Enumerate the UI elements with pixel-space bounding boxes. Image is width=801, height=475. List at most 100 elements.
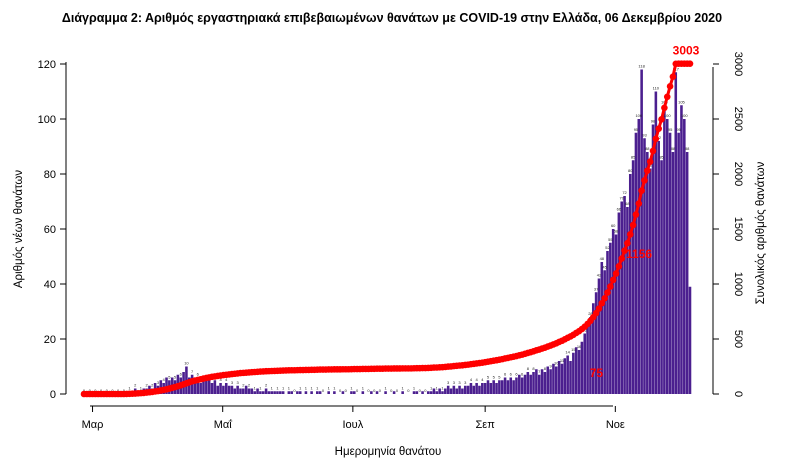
bar-value-label: 110 [653,86,660,91]
bar [250,388,254,394]
cumulative-point [604,289,611,296]
bar-value-label: 5 [493,374,496,379]
bar [566,355,569,394]
bar-value-label: 0 [322,388,325,393]
bar [688,286,692,394]
bar [333,391,336,394]
bar-value-label: 5 [487,374,490,379]
bar [216,385,219,394]
bar-value-label: 70 [619,196,624,201]
bar [199,383,202,394]
bar [298,391,302,394]
y-tick-label: 120 [38,59,56,71]
bar-value-label: 0 [396,388,399,393]
bar-value-label: 52 [605,245,610,250]
bar [557,361,561,394]
bars-group [125,69,692,394]
bar [560,363,564,394]
bar-value-label: 5 [498,374,501,379]
bar-value-label: 1 [271,385,274,390]
bar-value-label: 0 [373,388,376,393]
bar-value-label: 88 [645,146,650,151]
bar [532,372,535,394]
bar [600,262,604,394]
cumulative-annotation: 75 [590,366,604,380]
bar-value-label: 58 [614,229,619,234]
bar-value-label: 8 [544,366,547,371]
bar [207,380,211,394]
bar-value-label: 1 [316,385,319,390]
bar [486,380,490,394]
bar-value-label: 0 [424,388,427,393]
cumulative-point [638,187,645,194]
bar [569,361,572,394]
bar-value-label: 100 [664,113,671,118]
bar [623,196,626,394]
bar [583,333,587,394]
bar-value-label: 118 [638,64,645,69]
bar [310,391,313,394]
cumulative-point [595,305,603,312]
bar [626,207,629,394]
bar-value-label: 37 [594,286,599,291]
bar [353,391,356,394]
bar-value-label: 0 [390,388,393,393]
bar [267,391,271,394]
bar [370,391,373,394]
bar [304,391,308,394]
bar [591,303,595,394]
cumulative-point [686,60,694,67]
bar [640,69,643,394]
bar [631,160,635,394]
cumulative-point [646,158,654,165]
bar-value-label: 0 [89,388,92,393]
bar [412,391,416,394]
bar [489,383,493,394]
bar [472,385,476,394]
bar [586,325,589,394]
bar-value-label: 98 [651,119,656,124]
bar-value-label: 95 [676,127,681,132]
bar [475,383,478,394]
bar-value-label: 60 [611,223,616,228]
bar-value-label: 85 [659,154,664,159]
bar-value-label: 1 [282,385,285,390]
bar [478,385,481,394]
bar [341,391,345,394]
bar-value-label: 1 [276,385,279,390]
bar-value-label: 1 [299,385,302,390]
bar [637,119,641,394]
cumulative-point [641,177,648,184]
bar [540,369,544,394]
bar [230,385,234,394]
bar [500,380,504,394]
bar-value-label: 5 [174,374,177,379]
bar-value-label: 93 [642,132,647,137]
bar [677,132,680,394]
x-tick-label: Ιουλ [343,419,364,431]
cumulative-point [609,276,617,284]
bar [574,347,578,394]
bar [483,383,487,394]
annotations-group: 75 1156 3003 [590,44,700,380]
bar [589,317,592,394]
bar-value-label: 4 [225,377,228,382]
x-tick-label: Μαΐ [214,419,233,431]
bar [506,380,510,394]
bar-value-label: 1 [362,385,365,390]
bar-value-label: 8 [527,366,530,371]
bar [461,388,464,394]
bar-value-label: 0 [83,388,86,393]
bar-value-label: 11 [560,358,565,363]
bar [657,141,660,394]
bar [279,391,282,394]
bar-value-label: 22 [583,328,588,333]
bar [526,372,530,394]
bar [509,377,513,394]
bar-value-label: 1 [259,385,262,390]
bar-value-label: 100 [681,113,688,118]
cumulative-point [663,93,671,101]
y2-tick-label: 500 [732,330,744,348]
bar [401,391,404,394]
bar [563,358,567,394]
